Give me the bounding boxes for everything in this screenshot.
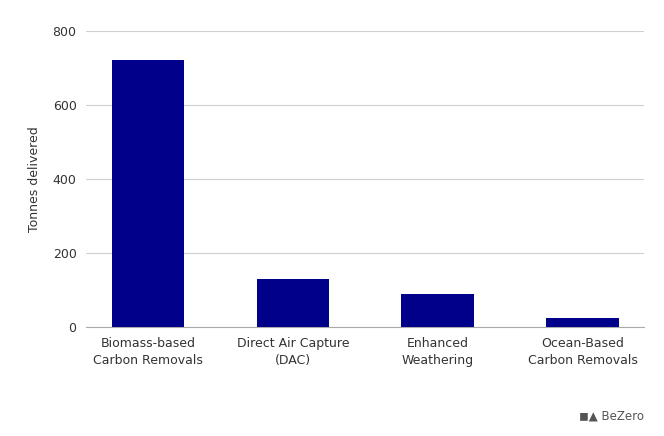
Bar <box>546 318 619 327</box>
Text: ◼▲ BeZero: ◼▲ BeZero <box>579 410 644 423</box>
Bar <box>402 294 474 327</box>
Bar <box>256 279 329 327</box>
Bar <box>112 60 184 327</box>
Y-axis label: Tonnes delivered: Tonnes delivered <box>29 126 41 232</box>
